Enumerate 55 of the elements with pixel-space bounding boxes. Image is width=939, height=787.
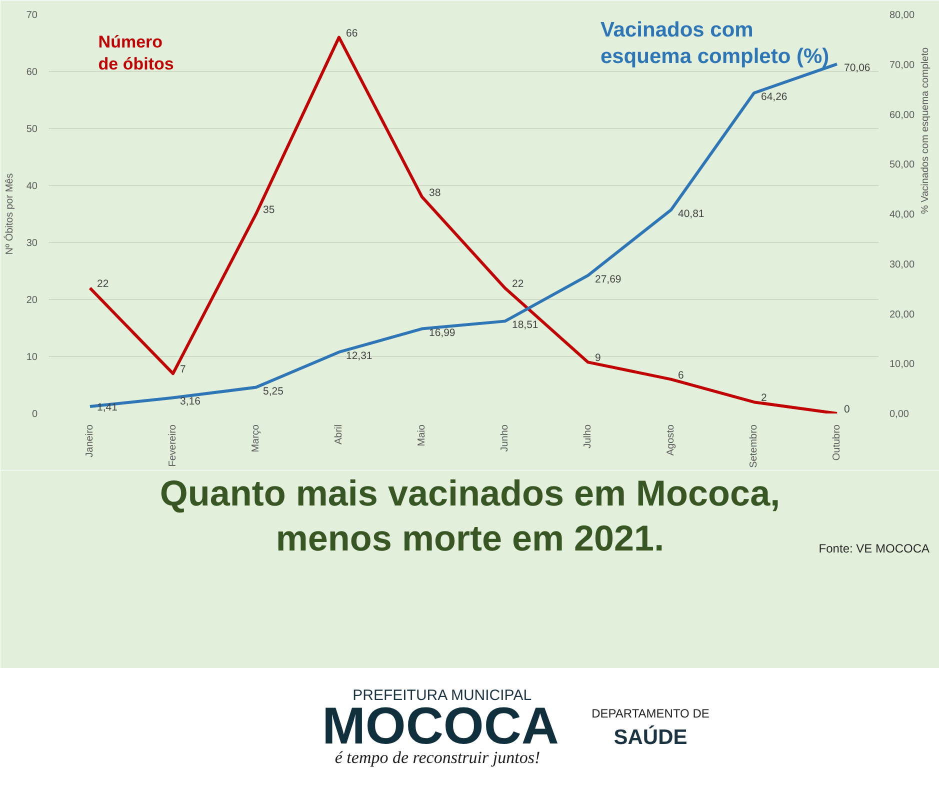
x-tick-label: Setembro xyxy=(748,424,760,468)
y-tick-label: 70 xyxy=(26,10,38,21)
data-label: 70,06 xyxy=(844,62,870,74)
x-tick-label: Junho xyxy=(500,424,510,452)
data-label: 35 xyxy=(263,204,275,216)
data-label: 3,16 xyxy=(180,396,201,408)
source-note: Fonte: VE MOCOCA xyxy=(818,542,930,556)
data-label: 0 xyxy=(844,404,850,416)
x-tick-label: Agosto xyxy=(666,424,676,456)
text: Número de óbitos xyxy=(98,32,174,74)
x-tick-label: Janeiro xyxy=(84,424,96,458)
data-label: 16,99 xyxy=(429,326,456,339)
data-label: 2 xyxy=(761,392,767,404)
text: Quanto mais vacinados em Mococa, menos morte em 2021. xyxy=(160,472,780,559)
y2-tick-label: 50,00 xyxy=(890,160,915,171)
text: DEPARTAMENTO DE xyxy=(592,706,710,720)
data-label: 22 xyxy=(512,278,524,290)
data-label: 27,69 xyxy=(595,273,622,286)
y2-tick-label: 20,00 xyxy=(890,309,915,320)
y-tick-label: 30 xyxy=(26,238,38,249)
data-label: 7 xyxy=(180,364,186,376)
y-axis-title: Nº Óbitos por Mês xyxy=(3,173,16,255)
y2-tick-label: 30,00 xyxy=(890,259,915,270)
y2-axis-title: % Vacinados com esquema completo xyxy=(920,46,932,214)
y-tick-label: 0 xyxy=(32,409,38,420)
y2-tick-label: 60,00 xyxy=(890,110,915,121)
data-label: 6 xyxy=(678,369,684,382)
x-tick-label: Maio xyxy=(416,424,428,446)
y2-tick-label: 40,00 xyxy=(890,210,915,220)
text: é tempo de reconstruir juntos! xyxy=(334,748,540,767)
y-tick-label: 10 xyxy=(26,352,38,363)
data-label: 40,81 xyxy=(678,208,704,220)
y2-tick-label: 0,00 xyxy=(890,409,910,420)
y2-tick-label: 80,00 xyxy=(890,10,915,21)
y2-tick-label: 70,00 xyxy=(890,60,915,71)
x-tick-label: Março xyxy=(250,424,262,452)
y2-tick-label: 10,00 xyxy=(890,359,915,370)
data-label: 22 xyxy=(97,278,109,290)
data-label: 12,31 xyxy=(346,350,372,362)
x-tick-label: Abril xyxy=(334,424,344,445)
data-label: 18,51 xyxy=(512,319,538,332)
y-tick-label: 50 xyxy=(26,124,38,135)
data-label: 38 xyxy=(429,186,441,199)
x-tick-label: Outubro xyxy=(832,424,842,461)
data-label: 5,25 xyxy=(263,385,284,398)
x-tick-label: Julho xyxy=(582,424,594,448)
y-tick-label: 60 xyxy=(26,67,38,78)
x-tick-label: Fevereiro xyxy=(168,424,178,467)
data-label: 64,26 xyxy=(761,91,788,104)
data-label: 9 xyxy=(595,352,601,364)
y-tick-label: 40 xyxy=(26,181,38,192)
data-label: 66 xyxy=(346,27,358,40)
series-label: Vacinados com esquema completo (%) xyxy=(600,18,830,68)
y-tick-label: 20 xyxy=(26,295,38,306)
text: SAÚDE xyxy=(614,725,688,749)
